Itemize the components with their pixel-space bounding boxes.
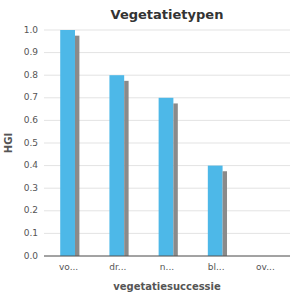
y-tick-label: 0.7: [24, 92, 38, 102]
bar: [109, 75, 124, 256]
y-axis-label: HGI: [3, 133, 14, 153]
bar: [75, 36, 79, 256]
x-axis-line: [44, 256, 290, 257]
y-tick-label: 0.9: [24, 47, 39, 57]
bar: [159, 98, 174, 256]
chart-container: 0.0 0.1 0.2 0.3 0.4 0.5 0.6 0.7 0.8 0.9 1.0 vo... dr…: [0, 0, 300, 300]
bar: [124, 81, 128, 256]
x-tick-label: vo...: [59, 262, 78, 272]
y-tick-label: 0.2: [24, 205, 38, 215]
grid-line: [44, 30, 290, 31]
x-axis-label: vegetatiesuccessie: [113, 281, 221, 292]
y-tick-label: 0.5: [24, 138, 38, 148]
grid-line: [44, 52, 290, 53]
bar: [173, 103, 177, 256]
bar: [60, 30, 75, 256]
x-tick-label: dr...: [109, 262, 126, 272]
y-tick-label: 0.4: [24, 160, 39, 170]
grid-line: [44, 256, 290, 257]
title: Vegetatietypen: [111, 7, 224, 22]
bars: [60, 30, 227, 256]
y-tick-label: 0.6: [24, 115, 39, 125]
grid-line: [44, 75, 290, 76]
y-tick-label: 0.0: [24, 251, 39, 261]
bar: [223, 171, 227, 256]
bar: [208, 166, 223, 256]
y-tick-label: 1.0: [24, 25, 39, 35]
chart: 0.0 0.1 0.2 0.3 0.4 0.5 0.6 0.7 0.8 0.9 1.0 vo... dr…: [0, 0, 300, 300]
x-tick-label: bl...: [208, 262, 225, 272]
y-tick-label: 0.3: [24, 183, 38, 193]
y-tick-label: 0.1: [24, 228, 38, 238]
y-tick-label: 0.8: [24, 70, 39, 80]
x-tick-label: n...: [160, 262, 174, 272]
x-tick-label: ov...: [256, 262, 275, 272]
y-grid: [44, 30, 290, 256]
